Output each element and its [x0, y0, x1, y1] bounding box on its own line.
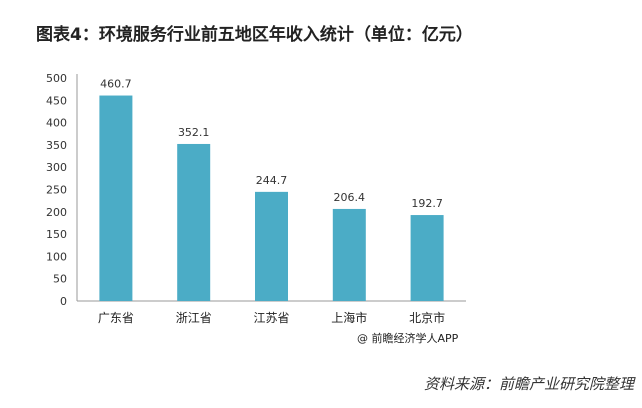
data-label: 352.1: [178, 126, 210, 139]
y-tick-label: 250: [46, 184, 67, 197]
y-tick-label: 100: [46, 250, 67, 263]
data-label: 192.7: [411, 197, 443, 210]
data-label: 460.7: [100, 78, 132, 91]
bar: [332, 208, 366, 301]
x-tick-label: 广东省: [98, 311, 134, 325]
y-tick-label: 400: [46, 117, 67, 130]
y-tick-label: 200: [46, 206, 67, 219]
x-tick-label: 浙江省: [176, 311, 212, 325]
y-tick-label: 350: [46, 139, 67, 152]
bar: [177, 143, 211, 301]
source-note: 资料来源：前瞻产业研究院整理: [423, 375, 634, 393]
y-tick-label: 150: [46, 228, 67, 241]
bar: [255, 191, 288, 301]
y-tick-label: 450: [46, 94, 67, 107]
x-tick-label: 上海市: [331, 310, 367, 325]
y-tick-label: 0: [60, 295, 67, 308]
y-tick-label: 300: [46, 161, 67, 174]
y-tick-label: 50: [53, 273, 67, 286]
credit-text: @ 前瞻经济学人APP: [357, 332, 459, 345]
x-tick-label: 北京市: [409, 310, 445, 325]
bar: [410, 215, 444, 301]
data-label: 244.7: [256, 174, 288, 187]
bar: [99, 95, 133, 301]
y-tick-label: 500: [46, 72, 67, 85]
data-label: 206.4: [334, 191, 366, 204]
chart-title: 图表4：环境服务行业前五地区年收入统计（单位：亿元）: [36, 25, 473, 45]
x-tick-label: 江苏省: [253, 311, 289, 325]
